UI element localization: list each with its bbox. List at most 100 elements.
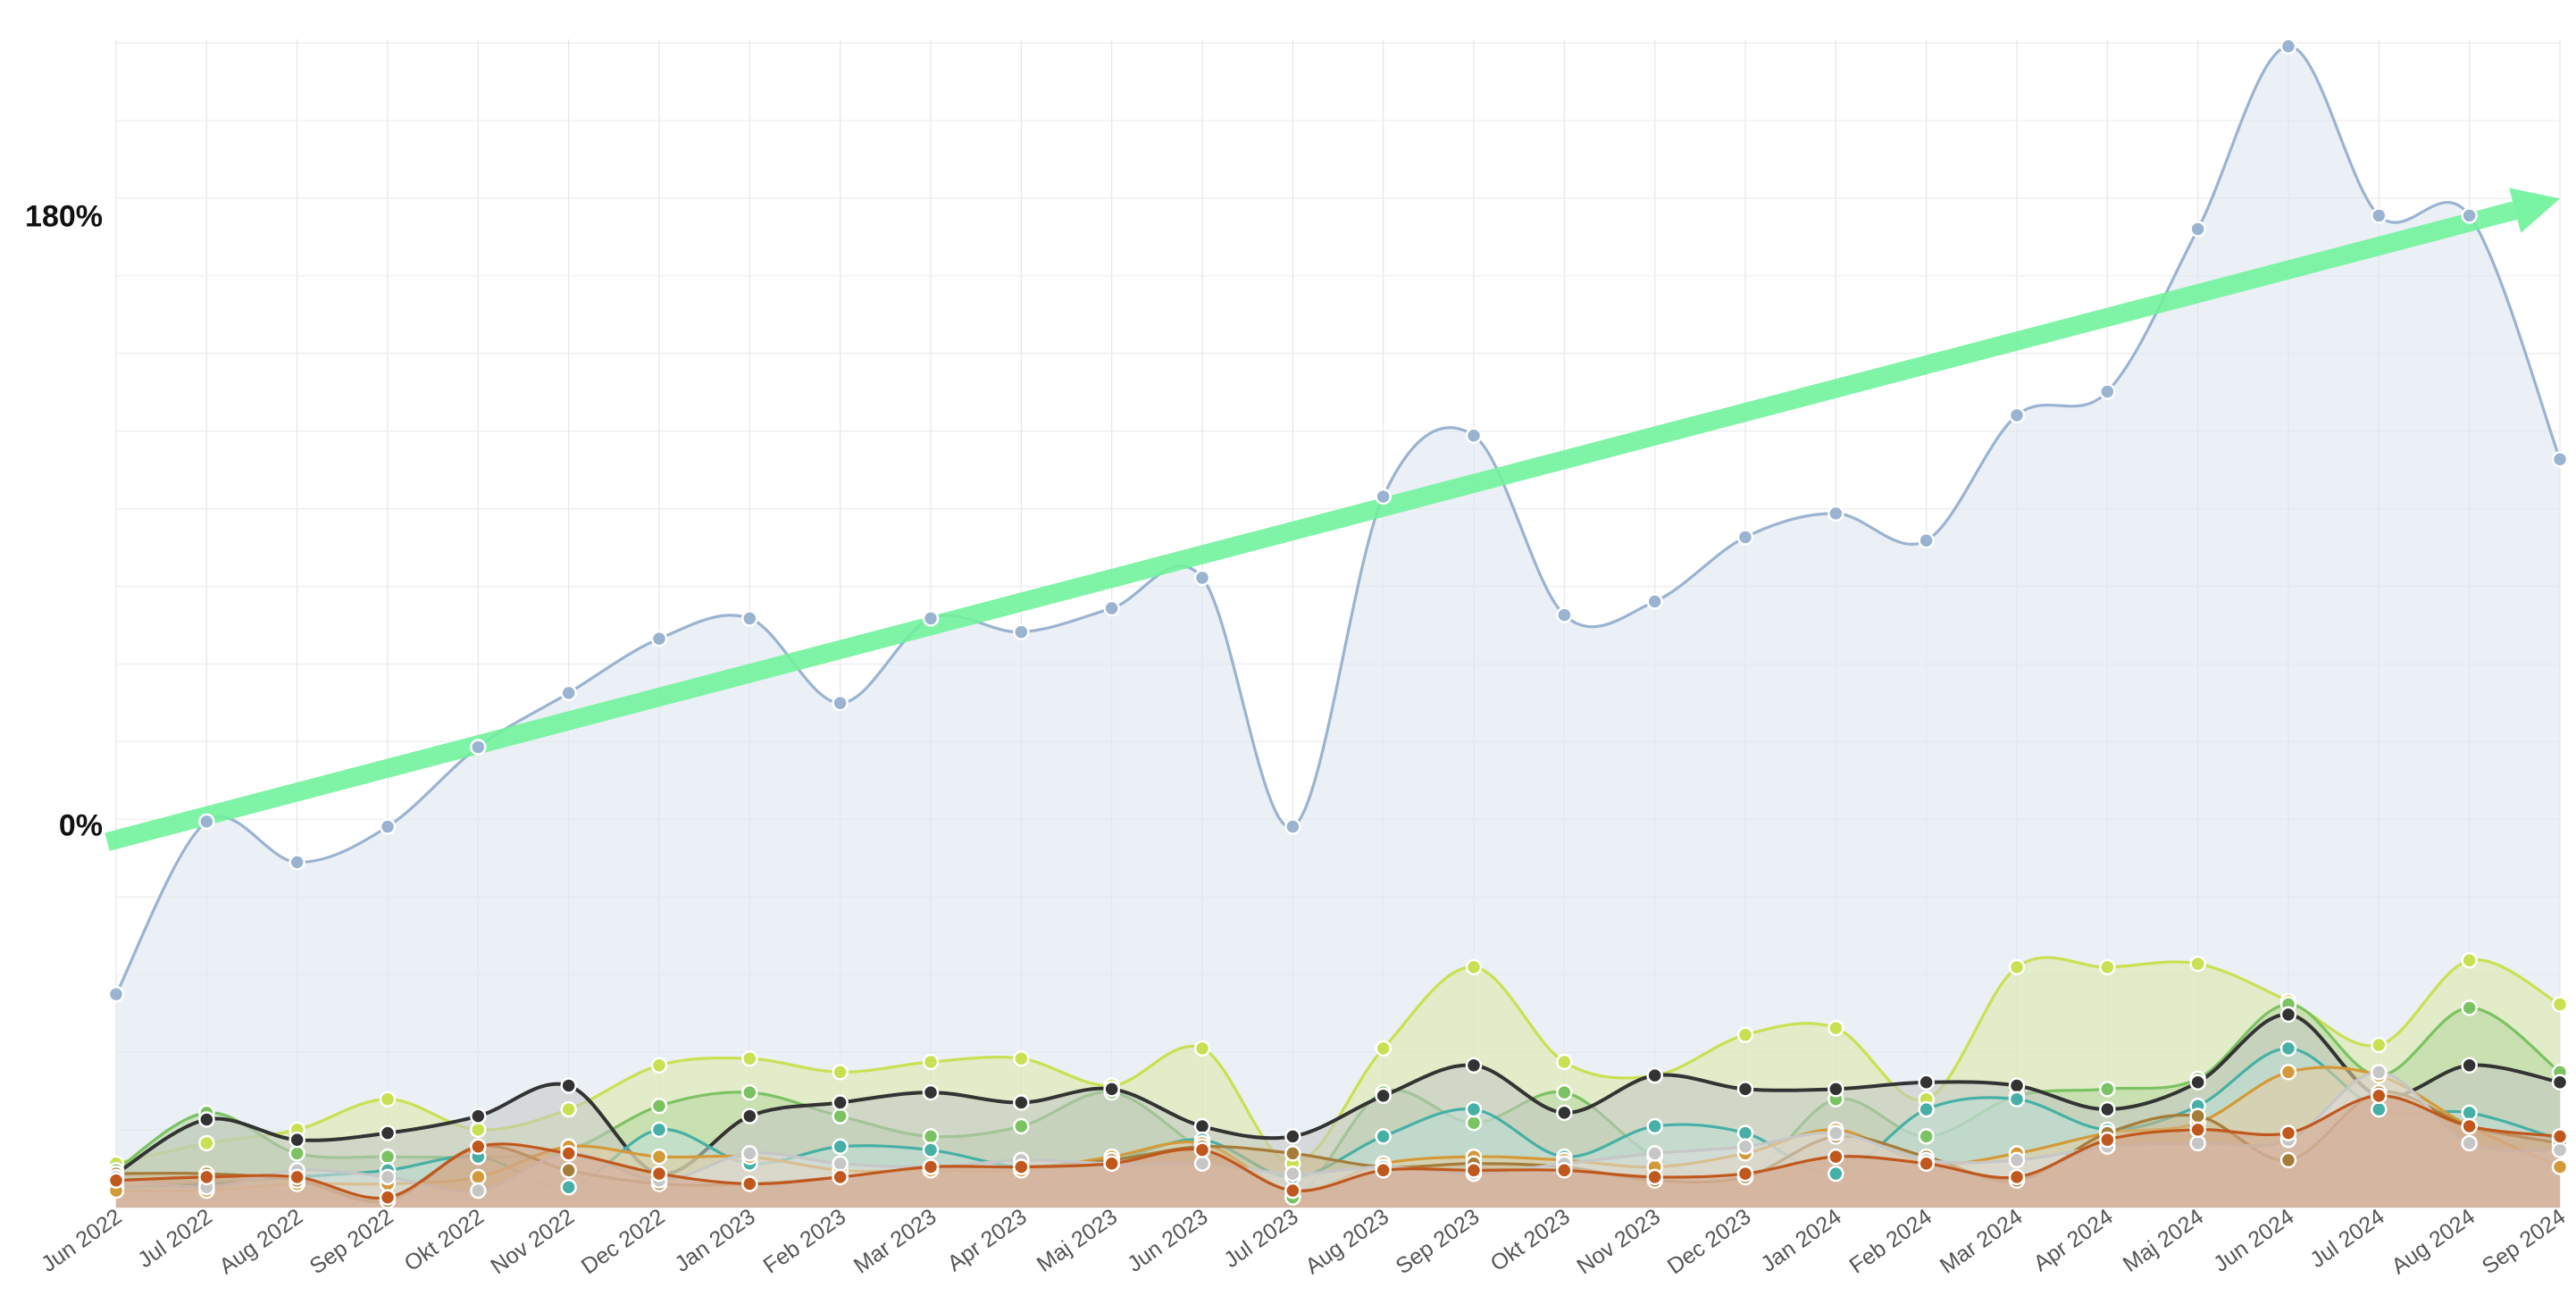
x-tick-label: Dec 2022 — [577, 1204, 670, 1279]
series-7-point — [2551, 1141, 2569, 1158]
series-4-point — [560, 1179, 577, 1196]
series-8-point — [1375, 1162, 1392, 1179]
series-8-point — [2008, 1168, 2026, 1186]
series-1-point — [1736, 1026, 1754, 1043]
x-tick-label: Nov 2022 — [486, 1204, 579, 1279]
series-3-point — [379, 1124, 397, 1141]
series-1-point — [832, 1064, 849, 1081]
series-6-point — [560, 1162, 577, 1179]
x-tick-label: Jun 2022 — [37, 1204, 126, 1277]
series-8-point — [1193, 1141, 1211, 1158]
series-0-point — [650, 630, 668, 648]
series-4-point — [832, 1138, 849, 1156]
series-8-point — [741, 1175, 758, 1192]
series-7-point — [2189, 1134, 2206, 1152]
series-4-point — [1827, 1165, 1844, 1183]
series-2-point — [1918, 1128, 1935, 1145]
series-7-point — [470, 1182, 487, 1200]
series-0-point — [1556, 606, 1573, 623]
series-3-point — [2461, 1057, 2478, 1074]
series-7-point — [1284, 1165, 1301, 1183]
series-0-point — [2099, 383, 2116, 400]
series-1-point — [470, 1121, 487, 1139]
series-2-point — [1556, 1083, 1573, 1101]
series-5-point — [2279, 1064, 2297, 1081]
series-4-point — [2008, 1091, 2026, 1108]
series-0-point — [2551, 451, 2569, 468]
series-7-point — [379, 1168, 397, 1186]
series-4-point — [650, 1121, 668, 1139]
series-3-point — [2099, 1100, 2116, 1118]
series-0-point — [1465, 427, 1483, 444]
series-3-point — [470, 1108, 487, 1124]
series-1-point — [560, 1100, 577, 1118]
series-7-point — [741, 1145, 758, 1162]
series-8-point — [650, 1165, 668, 1183]
series-3-point — [1556, 1104, 1573, 1122]
series-1-point — [2099, 958, 2116, 976]
series-7-point — [2461, 1134, 2478, 1152]
series-8-point — [1918, 1155, 1935, 1172]
series-6-point — [1284, 1145, 1301, 1162]
series-0-point — [922, 610, 940, 627]
x-tick-label: Jul 2022 — [133, 1204, 216, 1273]
series-0-point — [379, 818, 397, 835]
series-8-point — [2461, 1117, 2478, 1135]
series-7-point — [2008, 1151, 2026, 1169]
x-tick-label: Jun 2024 — [2209, 1204, 2298, 1277]
series-8-point — [922, 1158, 940, 1175]
series-1-point — [1193, 1040, 1211, 1057]
series-2-point — [379, 1148, 397, 1166]
series-3-point — [1284, 1128, 1301, 1145]
series-8-point — [2189, 1121, 2206, 1139]
series-6-point — [2189, 1108, 2206, 1124]
series-2-point — [741, 1083, 758, 1101]
series-6-point — [2279, 1151, 2297, 1169]
x-tick-label: Apr 2024 — [2029, 1204, 2118, 1276]
series-3-point — [1736, 1081, 1754, 1098]
series-2-point — [1013, 1117, 1030, 1135]
series-0-point — [1646, 593, 1663, 610]
series-0-point — [1918, 531, 1935, 549]
series-3-point — [289, 1131, 305, 1149]
series-5-point — [470, 1168, 487, 1186]
series-8-point — [1646, 1168, 1663, 1186]
series-4-point — [2279, 1040, 2297, 1057]
series-0-point — [1193, 569, 1211, 587]
series-2-point — [832, 1108, 849, 1124]
series-1-point — [2189, 955, 2206, 973]
series-1-point — [1465, 958, 1483, 976]
x-tick-label: Maj 2023 — [1033, 1204, 1122, 1277]
x-tick-label: Sep 2024 — [2478, 1204, 2571, 1279]
x-tick-label: Aug 2022 — [214, 1204, 307, 1279]
series-3-point — [1375, 1087, 1392, 1105]
series-7-point — [832, 1155, 849, 1172]
x-tick-label: Jul 2023 — [1219, 1204, 1302, 1273]
series-8-point — [198, 1168, 215, 1186]
series-0-point — [107, 985, 125, 1003]
series-0-point — [1736, 529, 1754, 546]
series-3-point — [922, 1083, 940, 1101]
series-0-point — [1013, 623, 1030, 640]
series-8-point — [832, 1168, 849, 1186]
series-5-point — [2551, 1158, 2569, 1175]
series-1-point — [922, 1053, 940, 1071]
series-1-point — [1375, 1040, 1392, 1057]
series-2-point — [650, 1098, 668, 1115]
x-tick-label: Okt 2023 — [1486, 1204, 1575, 1276]
x-tick-label: Jan 2024 — [1756, 1204, 1845, 1277]
series-1-point — [1556, 1053, 1573, 1071]
series-0-point — [470, 739, 487, 756]
series-0-point — [1103, 599, 1120, 617]
series-0-point — [2371, 207, 2388, 224]
x-tick-label: Feb 2024 — [1845, 1204, 1937, 1279]
series-0-point — [289, 854, 305, 871]
chart-points — [107, 38, 2569, 1209]
series-5-point — [650, 1148, 668, 1166]
series-1-point — [1013, 1049, 1030, 1067]
x-tick-label: Sep 2023 — [1392, 1204, 1485, 1279]
series-0-point — [560, 684, 577, 702]
series-4-point — [1375, 1128, 1392, 1145]
series-8-area — [116, 1095, 2560, 1208]
